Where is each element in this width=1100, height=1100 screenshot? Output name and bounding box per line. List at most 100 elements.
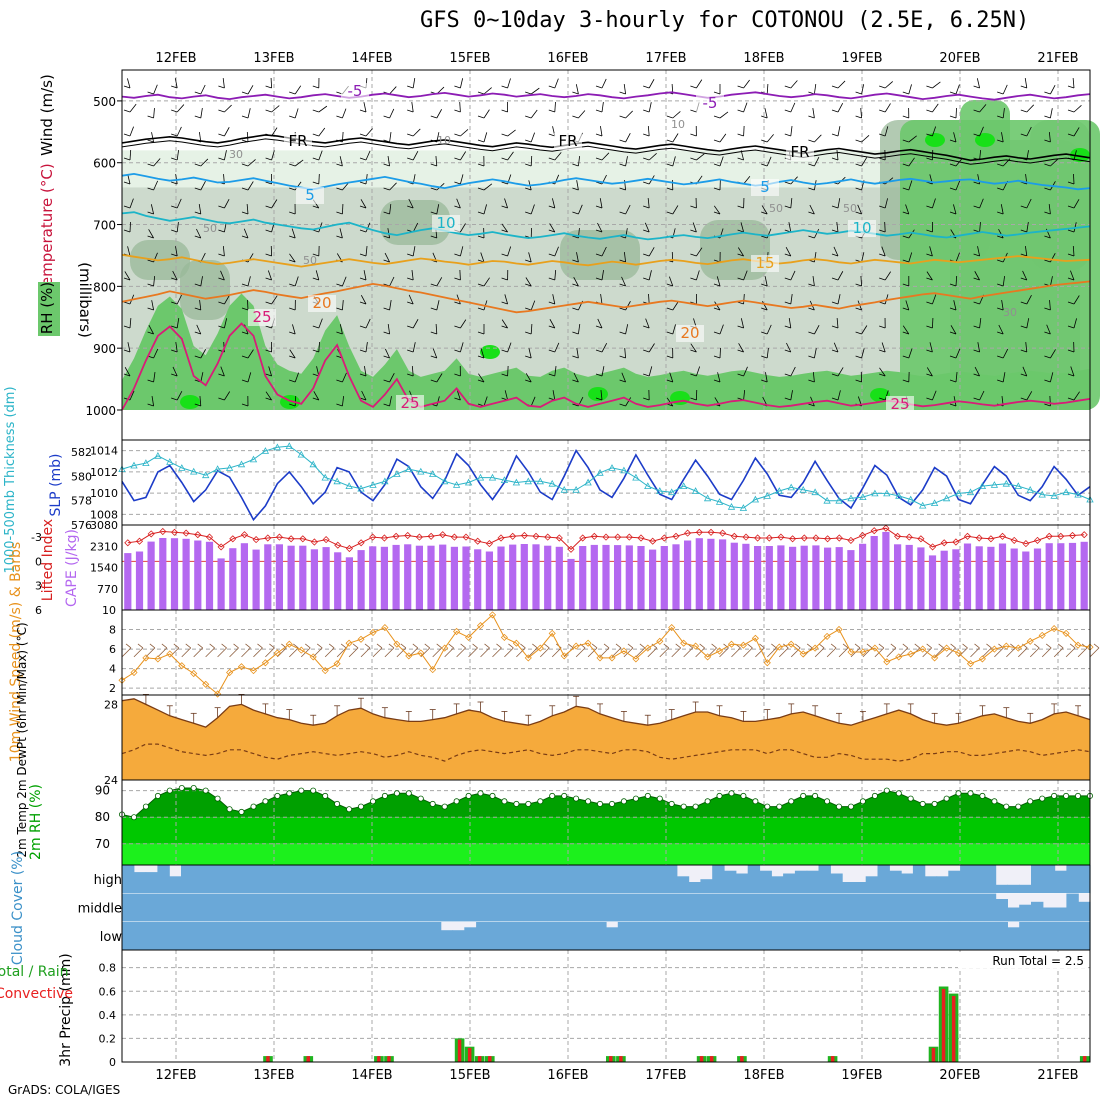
wind-speed-point [345, 639, 353, 647]
wind-barb-flag [123, 181, 131, 185]
rh2m-point [561, 792, 568, 799]
wind-barb-flag [1020, 253, 1027, 257]
wind-barb [408, 198, 414, 209]
wind-barb-flag [619, 379, 626, 383]
wind-barb [247, 372, 252, 383]
wind-barb-flag [713, 331, 721, 335]
wind-barb [765, 372, 768, 383]
wind-barb [743, 366, 748, 377]
wind-barb-flag [784, 397, 791, 401]
wind-barb-flag [643, 277, 650, 281]
wind-barb [530, 109, 538, 119]
wind-barb-flag [1020, 349, 1027, 353]
wind-barb [199, 300, 202, 311]
wind-speed-point [871, 644, 879, 652]
cloud-cell-low [381, 921, 395, 950]
thickness-point [787, 483, 795, 491]
wind-barb [294, 276, 299, 287]
wind-barb-flag [147, 187, 154, 191]
cloud-cell-low [263, 921, 277, 950]
wind-barb-flag [831, 229, 839, 233]
wind-barb [905, 300, 910, 311]
lifted-index-point [754, 534, 762, 542]
rh2m-point [286, 790, 293, 797]
wind-barb-flag [501, 181, 508, 185]
thickness-point [190, 467, 198, 475]
lifted-index-point [800, 534, 808, 542]
wind-speed-point [118, 676, 126, 684]
rh2m-band-mid [122, 817, 1090, 844]
thickness-point [596, 468, 604, 476]
wind10m-barb [970, 647, 980, 658]
wind-barb [857, 204, 862, 215]
wind-barb-flag [761, 139, 768, 143]
cloud-cell-high [369, 865, 383, 894]
wind-barb [790, 294, 793, 305]
wind-barb [456, 390, 461, 401]
rh2m-point [740, 792, 747, 799]
lifted-index-point [229, 535, 237, 543]
wind-barb-flag [194, 163, 201, 167]
wind-barb-flag [572, 307, 579, 311]
wind-barb [597, 318, 603, 329]
wind-barb-flag [713, 379, 721, 383]
wind-barb-flag [902, 307, 909, 311]
rh2m-point [1015, 803, 1022, 810]
wind10m-barb-flag [854, 643, 861, 649]
wind-barb [342, 203, 344, 215]
wind-barb [460, 78, 464, 89]
wind-barb-flag [548, 373, 555, 377]
cape-bar [240, 543, 248, 610]
wind-barb [573, 276, 579, 287]
cape-bar [287, 545, 295, 610]
temp-contour-label: 5 [305, 186, 315, 204]
wind-barb [175, 246, 178, 257]
wind-barb [837, 80, 846, 89]
wind-barb-flag [973, 301, 980, 305]
wind-barb [837, 198, 841, 209]
wind-barb-flag [194, 355, 201, 359]
wind-barb [932, 103, 939, 113]
cloud-cell-middle [275, 893, 288, 922]
wind-barb [884, 81, 894, 89]
contour-label-bg [751, 179, 779, 196]
wind-barb [812, 108, 815, 119]
wind-barb-flag [359, 109, 367, 113]
wind10m-barb-flag [137, 643, 144, 649]
cloud-cell-middle [735, 893, 749, 922]
wind-barb [648, 366, 653, 377]
lifted-tick-label: 3 [35, 580, 42, 593]
precip-convective-bar [488, 1056, 492, 1062]
wind-barb-flag [265, 301, 272, 305]
thickness-point [154, 451, 162, 459]
wind-speed-point [1014, 644, 1022, 652]
wind-barb [224, 104, 232, 113]
wind-barb-flag [1020, 109, 1027, 113]
wind-barb-flag [690, 229, 697, 233]
wind-barb-flag [548, 133, 555, 137]
thickness-point [895, 492, 903, 499]
wind-barb-flag [123, 301, 131, 305]
wind-barb-flag [831, 397, 839, 401]
wind-speed-point [1074, 641, 1082, 649]
lifted-index-point [322, 536, 330, 544]
wind-barb [530, 132, 535, 143]
wind-barb [501, 319, 508, 329]
wind-barb-flag [1020, 85, 1027, 89]
wind-barb-flag [761, 163, 768, 167]
wind-speed-point [357, 635, 365, 643]
cloud-cell-middle [1066, 893, 1079, 922]
cloud-cell-high [204, 865, 217, 894]
wind-barb-flag [997, 139, 1004, 143]
cloud-cell-high [641, 865, 654, 894]
contour-label-bg [676, 325, 704, 342]
cape-bar [590, 544, 598, 610]
wind-barb-flag [595, 229, 603, 233]
wind-barb [1070, 270, 1075, 281]
date-label-bottom: 16FEB [547, 1068, 588, 1083]
wind-barb [1026, 318, 1030, 329]
rh2m-point [489, 792, 496, 799]
wind-barb [129, 126, 134, 137]
cloud-cell-low [547, 921, 560, 950]
wind10m-barb-flag [412, 643, 419, 649]
